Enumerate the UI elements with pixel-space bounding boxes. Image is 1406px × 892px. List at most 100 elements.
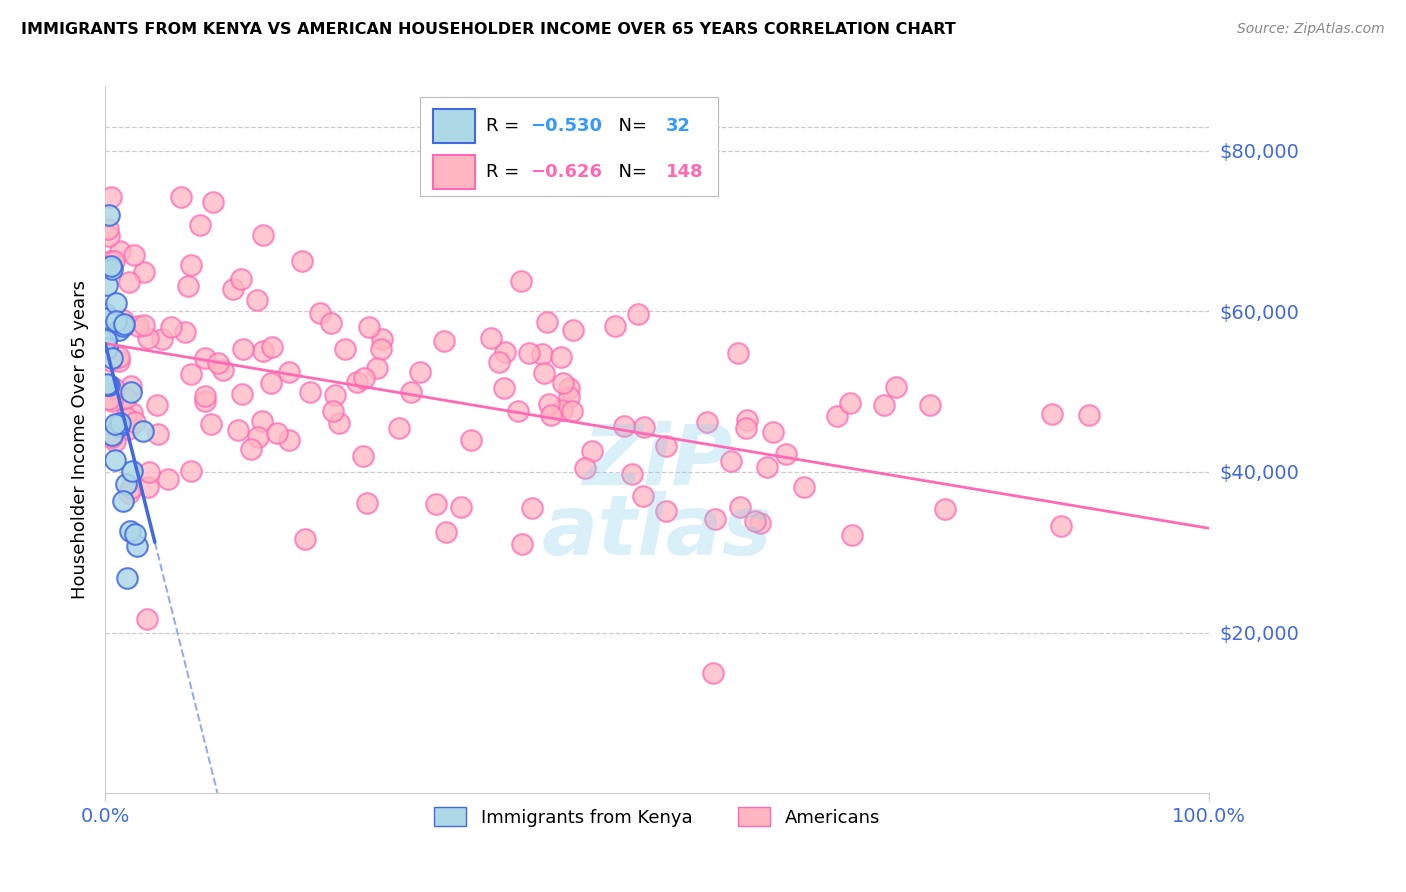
Point [146, 427, 169, 442]
Point [194, 351, 217, 365]
Point [107, 419, 129, 434]
Point [104, 434, 127, 448]
Point [105, 296, 128, 310]
Point [157, 472, 180, 486]
Point [134, 265, 156, 279]
Point [252, 343, 274, 358]
Point [319, 316, 342, 330]
Point [101, 351, 124, 366]
Point [160, 320, 183, 334]
Text: 148: 148 [666, 163, 703, 181]
Point [581, 443, 603, 458]
Point [173, 325, 195, 339]
FancyBboxPatch shape [419, 97, 717, 196]
Point [134, 318, 156, 333]
Point [229, 271, 252, 285]
Point [120, 524, 142, 539]
Point [231, 386, 253, 401]
Point [434, 524, 457, 539]
Point [536, 315, 558, 329]
Point [146, 398, 169, 412]
Point [744, 514, 766, 528]
Point [100, 190, 122, 204]
Point [115, 570, 138, 584]
Point [103, 380, 125, 394]
Point [633, 420, 655, 434]
Point [118, 275, 141, 289]
Point [762, 425, 785, 439]
Point [177, 279, 200, 293]
Point [108, 244, 131, 259]
Point [232, 342, 254, 356]
Point [103, 254, 125, 268]
Point [112, 493, 135, 508]
Point [366, 361, 388, 376]
Point [226, 423, 249, 437]
Point [250, 414, 273, 428]
Point [734, 421, 756, 435]
Point [108, 354, 131, 368]
Text: atlas: atlas [541, 491, 772, 573]
Point [278, 433, 301, 447]
Point [323, 388, 346, 402]
Point [530, 347, 553, 361]
Point [702, 666, 724, 681]
Point [112, 312, 135, 326]
Point [918, 398, 941, 412]
Point [425, 497, 447, 511]
Point [356, 496, 378, 510]
Point [278, 365, 301, 379]
Point [839, 396, 862, 410]
Point [97, 392, 120, 406]
Point [1040, 407, 1063, 421]
Point [96, 310, 118, 325]
Point [775, 447, 797, 461]
Point [562, 323, 585, 337]
Point [111, 319, 134, 334]
Point [188, 218, 211, 232]
Point [96, 278, 118, 293]
Point [551, 376, 574, 390]
Point [872, 398, 894, 412]
Point [100, 428, 122, 442]
Text: ZiP: ZiP [582, 420, 733, 501]
Point [101, 394, 124, 409]
Point [322, 404, 344, 418]
Point [150, 332, 173, 346]
Point [460, 434, 482, 448]
Y-axis label: Householder Income Over 65 years: Householder Income Over 65 years [72, 280, 89, 599]
Point [247, 430, 270, 444]
Point [136, 331, 159, 345]
Point [222, 282, 245, 296]
Point [506, 404, 529, 418]
Point [115, 391, 138, 405]
Point [131, 424, 153, 438]
Point [100, 354, 122, 368]
Point [120, 481, 142, 495]
Point [696, 415, 718, 429]
Point [194, 389, 217, 403]
Point [97, 327, 120, 342]
Point [96, 307, 118, 321]
Text: R =: R = [486, 117, 524, 135]
Point [309, 306, 332, 320]
Point [100, 262, 122, 277]
Point [1049, 519, 1071, 533]
Point [519, 346, 541, 360]
Point [180, 258, 202, 272]
Point [252, 227, 274, 242]
Point [841, 527, 863, 541]
Text: −0.626: −0.626 [530, 163, 602, 181]
Point [101, 430, 124, 444]
Point [294, 532, 316, 546]
Point [122, 248, 145, 262]
Point [510, 274, 533, 288]
Point [136, 480, 159, 494]
Point [100, 259, 122, 273]
Point [120, 378, 142, 392]
Point [1078, 408, 1101, 422]
Point [104, 314, 127, 328]
Text: Source: ZipAtlas.com: Source: ZipAtlas.com [1237, 22, 1385, 37]
Point [170, 190, 193, 204]
Point [124, 415, 146, 429]
